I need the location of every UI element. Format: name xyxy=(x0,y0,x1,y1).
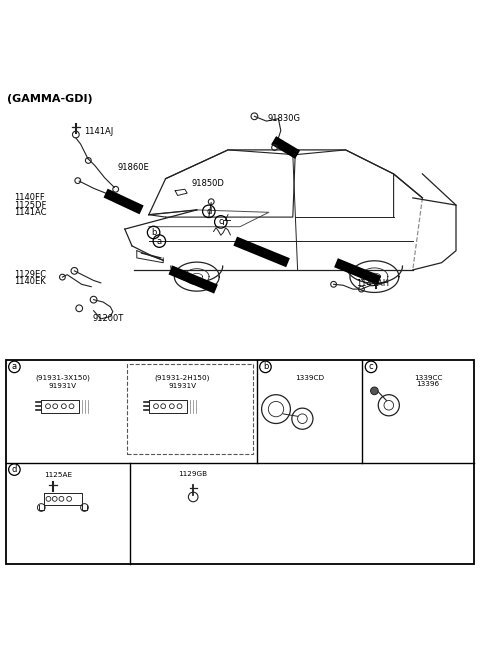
Text: 91931V: 91931V xyxy=(168,383,196,389)
Text: (GAMMA-GDI): (GAMMA-GDI) xyxy=(7,94,93,103)
Text: 1129GB: 1129GB xyxy=(179,472,208,477)
Text: 1140FF: 1140FF xyxy=(14,193,45,202)
Circle shape xyxy=(371,387,378,395)
Text: 91830G: 91830G xyxy=(268,114,301,123)
Text: 1125AE: 1125AE xyxy=(44,472,72,478)
Text: 1125DF: 1125DF xyxy=(14,200,47,210)
Text: 1339CC: 1339CC xyxy=(414,375,442,381)
Text: d: d xyxy=(206,207,212,216)
Text: b: b xyxy=(151,228,156,237)
Text: 13396: 13396 xyxy=(416,381,440,387)
Text: 1141AH: 1141AH xyxy=(356,279,389,288)
Text: (91931-2H150): (91931-2H150) xyxy=(155,375,210,381)
Text: c: c xyxy=(218,217,223,227)
Text: b: b xyxy=(263,362,268,371)
Text: c: c xyxy=(369,362,373,371)
Text: 91200T: 91200T xyxy=(92,314,124,324)
Text: d: d xyxy=(12,465,17,474)
Text: 91931V: 91931V xyxy=(48,383,76,389)
Text: 1129EC: 1129EC xyxy=(14,271,47,279)
Text: 91850D: 91850D xyxy=(192,179,225,188)
Text: a: a xyxy=(12,362,17,371)
Text: a: a xyxy=(157,236,162,246)
Text: 91860E: 91860E xyxy=(118,163,149,172)
Text: 1141AJ: 1141AJ xyxy=(84,127,113,136)
Text: (91931-3X150): (91931-3X150) xyxy=(35,375,90,381)
Text: 1140EK: 1140EK xyxy=(14,278,46,286)
Text: 1339CD: 1339CD xyxy=(295,375,324,381)
Text: 1141AC: 1141AC xyxy=(14,208,47,217)
